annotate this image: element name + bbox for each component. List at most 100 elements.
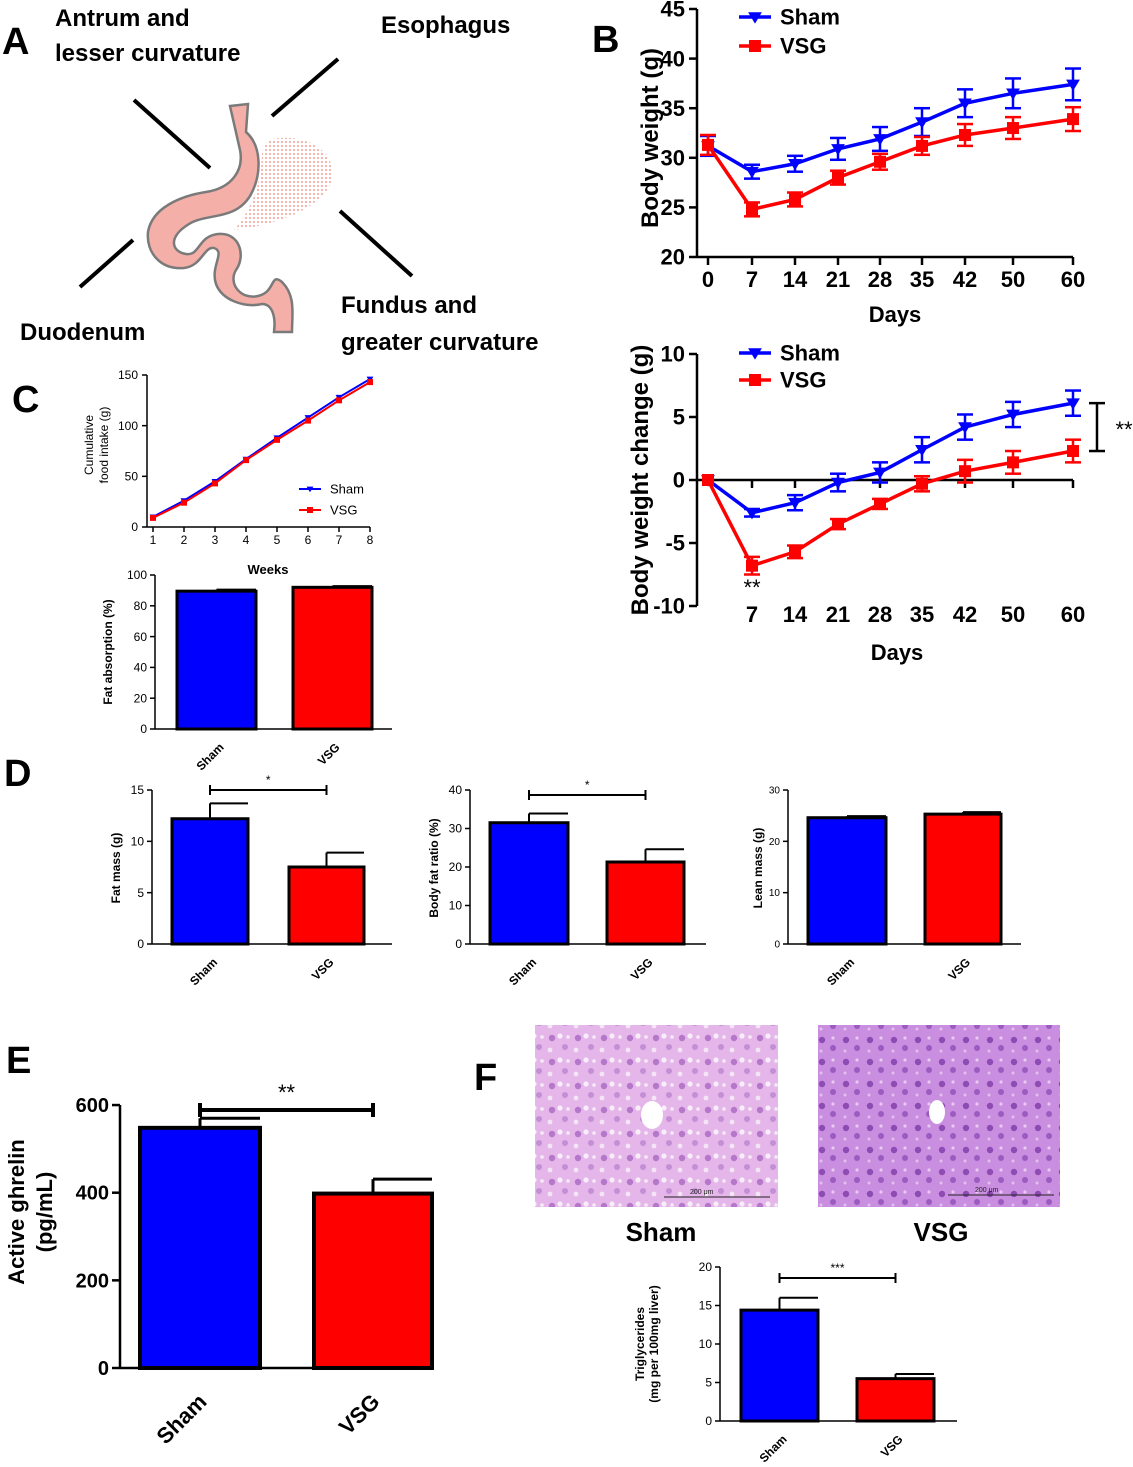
esophagus-label: Esophagus (381, 12, 510, 39)
data-point (959, 128, 971, 141)
category-label: Sham (506, 955, 539, 988)
category-label: VSG (334, 1389, 385, 1440)
category-label: Sham (757, 1432, 790, 1465)
stomach-illustration (146, 102, 294, 334)
y-axis-label: (mg per 100mg liver) (647, 1285, 661, 1402)
bar-sham (175, 589, 258, 731)
pointer-line-antrum (132, 98, 212, 170)
y-axis-label: (pg/mL) (32, 1172, 57, 1253)
panel-e-letter: E (6, 1040, 31, 1082)
y-axis-label: Triglycerides (633, 1307, 647, 1381)
data-point (212, 480, 218, 487)
legend-label: VSG (780, 34, 826, 59)
chart-f: 0 5 10 15 20 Triglycerides (mg per 100mg liver… (633, 1260, 957, 1465)
series-vsg: VSG (150, 379, 373, 521)
significance-label: ** (1115, 417, 1133, 442)
y-tick-label: 100 (127, 568, 147, 582)
x-tick-label: 42 (953, 602, 977, 627)
y-axis-label: Body weight change (g) (627, 345, 654, 616)
data-point (1067, 113, 1079, 126)
y-tick-label: 0 (705, 1414, 712, 1428)
fundus-label: Fundus and greater curvature (341, 292, 538, 356)
micrograph-sham: 200 μm (535, 1025, 778, 1207)
x-tick-label: 35 (910, 267, 934, 292)
category-label: Sham (151, 1389, 211, 1449)
data-point (832, 518, 844, 531)
y-tick-label: 40 (134, 661, 148, 675)
x-tick-label: 7 (746, 602, 758, 627)
fundus-label-line2: greater curvature (341, 329, 538, 356)
y-tick-label: 60 (134, 630, 148, 644)
y-tick-label: 20 (134, 691, 148, 705)
category-label: VSG (945, 955, 973, 983)
y-axis-label: Cumulative (82, 415, 96, 475)
data-point (788, 497, 802, 510)
data-point (959, 465, 971, 478)
x-tick-label: 21 (826, 267, 850, 292)
legend-marker (748, 348, 762, 360)
y-tick-label: 30 (661, 146, 685, 171)
y-tick-label: 150 (118, 368, 138, 382)
legend-marker (749, 374, 761, 386)
data-point (915, 117, 929, 129)
y-tick-label: 30 (449, 822, 463, 836)
micrograph-sham-scalebar-text: 200 μm (690, 1189, 714, 1196)
panel-c-letter: C (12, 379, 39, 421)
data-point (1066, 398, 1080, 410)
data-point (243, 457, 249, 464)
y-tick-label: 10 (769, 888, 781, 899)
data-point (916, 139, 928, 152)
x-tick-label: 50 (1001, 267, 1025, 292)
bar-vsg (855, 1377, 936, 1423)
x-tick-label: 6 (305, 533, 312, 547)
data-point (874, 155, 886, 168)
y-tick-label: 30 (769, 786, 781, 797)
panel-f-letter: F (474, 1057, 497, 1099)
data-point (832, 171, 844, 184)
x-tick-label: 7 (336, 533, 343, 547)
legend-label: Sham (780, 5, 840, 30)
data-point (745, 507, 759, 520)
data-point (1067, 445, 1079, 458)
fundus-label-line1: Fundus and (341, 292, 477, 319)
data-point (873, 467, 887, 480)
legend-marker (748, 12, 762, 24)
y-tick-label: 100 (118, 419, 138, 433)
category-label: VSG (315, 740, 343, 768)
bar-vsg (312, 1191, 434, 1371)
chart-b2: -10 -5 0 5 10 7 14 21 28 35 42 50 60 Body weight chan… (627, 341, 1133, 665)
bar-vsg (287, 865, 366, 946)
x-tick-label: 35 (910, 602, 934, 627)
x-axis-label: Days (871, 640, 924, 665)
y-tick-label: 45 (661, 0, 685, 22)
category-label: VSG (878, 1432, 906, 1460)
y-tick-label: 0 (131, 520, 138, 534)
category-label: Sham (194, 740, 227, 773)
bar-sham (488, 821, 570, 946)
antrum-label-line2: lesser curvature (55, 40, 240, 67)
y-axis-label: Fat mass (g) (109, 833, 123, 904)
y-axis-label: Fat absorption (%) (101, 599, 115, 704)
y-axis-label: food intake (g) (97, 407, 111, 484)
y-tick-label: 20 (769, 837, 781, 848)
legend-label: Sham (780, 341, 840, 366)
y-tick-label: 0 (673, 468, 685, 493)
y-tick-label: 15 (131, 783, 145, 797)
removed-fundus-shape (234, 137, 333, 230)
x-tick-label: 1 (150, 533, 157, 547)
data-point (702, 474, 714, 486)
y-tick-label: 0 (137, 937, 144, 951)
y-axis-label: Active ghrelin (4, 1139, 29, 1284)
y-tick-label: 35 (661, 96, 685, 121)
x-tick-label: 0 (702, 267, 714, 292)
series-vsg: VSG (702, 368, 1081, 576)
micrograph-vsg-scalebar-text: 200 μm (975, 1187, 999, 1194)
y-tick-label: 25 (661, 195, 685, 220)
data-point (1007, 456, 1019, 469)
data-point (181, 499, 187, 506)
bar-sham (170, 817, 250, 946)
micrograph-vsg: 200 μm (818, 1025, 1060, 1207)
data-point (916, 477, 928, 490)
series-line (152, 381, 371, 519)
legend-marker (306, 486, 314, 493)
